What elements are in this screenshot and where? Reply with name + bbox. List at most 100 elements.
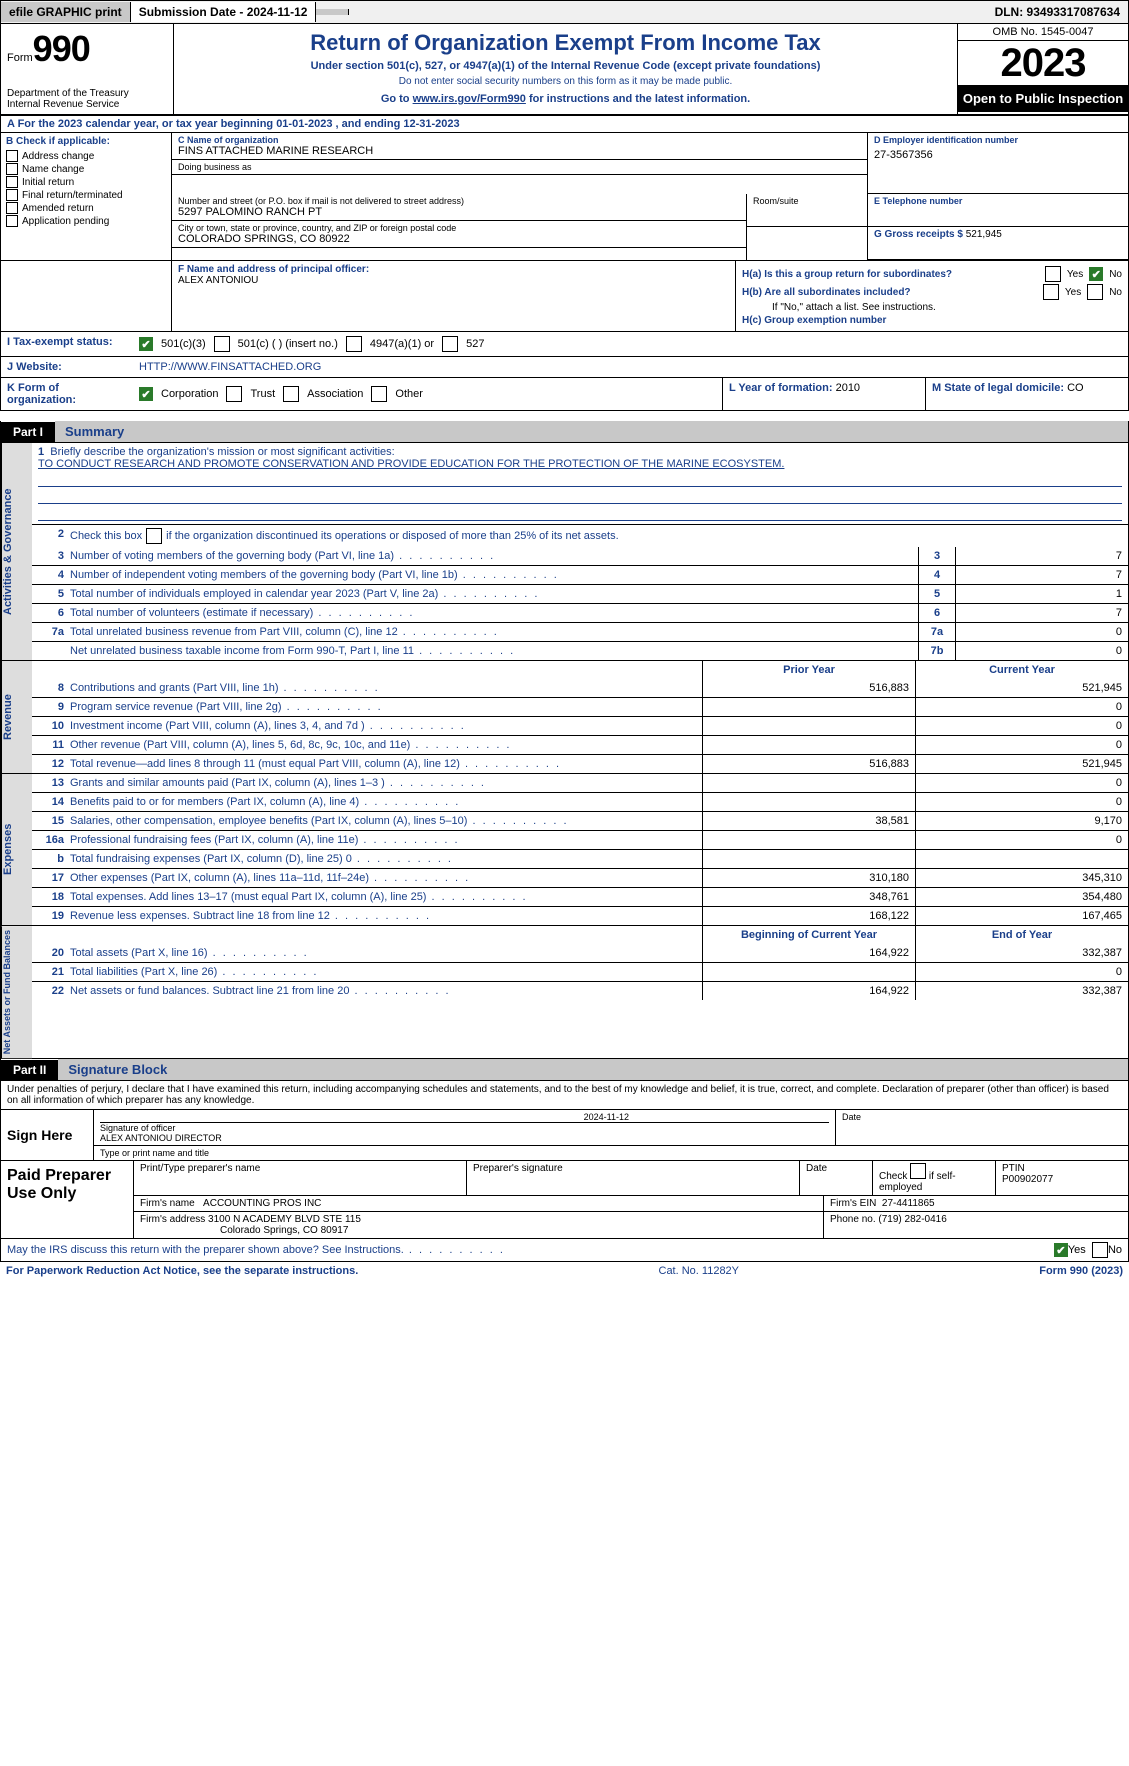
ha-yes[interactable] (1045, 266, 1061, 282)
open-public-badge: Open to Public Inspection (958, 85, 1128, 112)
chk-name-change[interactable]: Name change (6, 163, 166, 175)
sig-date-cell: Date (836, 1110, 1128, 1145)
rev-row: 11Other revenue (Part VIII, column (A), … (32, 735, 1128, 754)
gov-row: 4Number of independent voting members of… (32, 565, 1128, 584)
exp-tab: Expenses (1, 774, 32, 925)
year-cell: OMB No. 1545-0047 2023 Open to Public In… (957, 24, 1128, 114)
ha-no-checked[interactable]: ✔ (1089, 267, 1103, 281)
firm-phone-cell: Phone no. (719) 282-0416 (824, 1212, 1128, 1238)
gov-tab: Activities & Governance (1, 443, 32, 660)
form-header: Form990 Department of the Treasury Inter… (0, 24, 1129, 116)
klm-row: K Form of organization: ✔Corporation Tru… (0, 378, 1129, 411)
form-title-cell: Return of Organization Exempt From Incom… (174, 24, 957, 114)
exp-row: 16aProfessional fundraising fees (Part I… (32, 830, 1128, 849)
sign-here-label: Sign Here (1, 1110, 94, 1160)
discuss-yes-checked[interactable]: ✔ (1054, 1243, 1068, 1257)
chk-initial-return[interactable]: Initial return (6, 176, 166, 188)
line2-chk[interactable] (146, 528, 162, 544)
rev-section: Revenue b Prior Year Current Year 8Contr… (0, 661, 1129, 774)
signature-block: Under penalties of perjury, I declare th… (0, 1081, 1129, 1239)
discuss-text: May the IRS discuss this return with the… (7, 1244, 1054, 1256)
k-corp-checked[interactable]: ✔ (139, 387, 153, 401)
part1-header: Part I Summary (0, 421, 1129, 443)
exp-row: bTotal fundraising expenses (Part IX, co… (32, 849, 1128, 868)
footer-line: For Paperwork Reduction Act Notice, see … (0, 1262, 1129, 1280)
gov-row: 3Number of voting members of the governi… (32, 547, 1128, 565)
i-label: I Tax-exempt status: (1, 332, 133, 356)
i-row: I Tax-exempt status: ✔501(c)(3) 501(c) (… (0, 332, 1129, 357)
paperwork-notice: For Paperwork Reduction Act Notice, see … (6, 1265, 358, 1277)
rev-row: 12Total revenue—add lines 8 through 11 (… (32, 754, 1128, 773)
c-city-cell: City or town, state or province, country… (172, 221, 746, 248)
current-year-header: Current Year (915, 661, 1128, 679)
a-tax-year-line: A For the 2023 calendar year, or tax yea… (0, 116, 1129, 133)
form-subtitle: Under section 501(c), 527, or 4947(a)(1)… (178, 60, 953, 72)
goto-text: Go to www.irs.gov/Form990 for instructio… (178, 93, 953, 105)
submission-date: Submission Date - 2024-11-12 (131, 2, 317, 22)
exp-row: 17Other expenses (Part IX, column (A), l… (32, 868, 1128, 887)
k-assoc[interactable] (283, 386, 299, 402)
penalty-text: Under penalties of perjury, I declare th… (1, 1081, 1128, 1109)
c-name-cell: C Name of organization FINS ATTACHED MAR… (172, 133, 867, 160)
gov-row: 7aTotal unrelated business revenue from … (32, 622, 1128, 641)
b-checkboxes: B Check if applicable: Address change Na… (1, 133, 172, 260)
c-street-cell: Number and street (or P.O. box if mail i… (172, 194, 746, 221)
chk-app-pending[interactable]: Application pending (6, 215, 166, 227)
department-text: Department of the Treasury Internal Reve… (7, 88, 167, 110)
chk-amended[interactable]: Amended return (6, 202, 166, 214)
k-other[interactable] (371, 386, 387, 402)
dln-text: DLN: 93493317087634 (987, 2, 1128, 22)
i-527[interactable] (442, 336, 458, 352)
firm-addr-cell: Firm's address 3100 N ACADEMY BLVD STE 1… (134, 1212, 824, 1238)
tax-year: 2023 (958, 41, 1128, 85)
k-label: K Form of organization: (1, 378, 133, 410)
f-officer-cell: F Name and address of principal officer:… (172, 261, 736, 331)
form-footer: Form 990 (2023) (1039, 1265, 1123, 1277)
discuss-no[interactable] (1092, 1242, 1108, 1258)
net-row: 20Total assets (Part X, line 16)164,9223… (32, 944, 1128, 962)
i-501c[interactable] (214, 336, 230, 352)
part2-title: Signature Block (58, 1059, 1128, 1080)
end-year-header: End of Year (915, 926, 1128, 944)
d-ein-cell: D Employer identification number 27-3567… (868, 133, 1128, 194)
self-emp-cell: Check if self-employed (873, 1161, 996, 1195)
mission-block: 1 Briefly describe the organization's mi… (32, 443, 1128, 524)
i-501c3-checked[interactable]: ✔ (139, 337, 153, 351)
part2-header: Part II Signature Block (0, 1059, 1129, 1081)
k-trust[interactable] (226, 386, 242, 402)
net-section: Net Assets or Fund Balances Beginning of… (0, 926, 1129, 1059)
chk-final-return[interactable]: Final return/terminated (6, 189, 166, 201)
m-cell: M State of legal domicile: CO (925, 378, 1128, 410)
exp-row: 15Salaries, other compensation, employee… (32, 811, 1128, 830)
l-cell: L Year of formation: 2010 (722, 378, 925, 410)
self-emp-chk[interactable] (910, 1163, 926, 1179)
i-4947[interactable] (346, 336, 362, 352)
form-number-cell: Form990 Department of the Treasury Inter… (1, 24, 174, 114)
irs-link[interactable]: www.irs.gov/Form990 (413, 93, 526, 105)
hb-no[interactable] (1087, 284, 1103, 300)
top-toolbar: efile GRAPHIC print Submission Date - 20… (0, 0, 1129, 24)
prior-year-header: Prior Year (702, 661, 915, 679)
j-row: J Website: HTTP://WWW.FINSATTACHED.ORG (0, 357, 1129, 378)
dropdown-blank[interactable] (316, 9, 349, 15)
part1-title: Summary (55, 421, 1128, 442)
rev-row: 10Investment income (Part VIII, column (… (32, 716, 1128, 735)
hb-yes[interactable] (1043, 284, 1059, 300)
part2-tag: Part II (1, 1060, 58, 1080)
h-group-cell: H(a) Is this a group return for subordin… (736, 261, 1128, 331)
c-dba-cell: Doing business as (172, 160, 867, 175)
website-link[interactable]: HTTP://WWW.FINSATTACHED.ORG (139, 361, 321, 373)
net-row: 22Net assets or fund balances. Subtract … (32, 981, 1128, 1000)
efile-button[interactable]: efile GRAPHIC print (1, 2, 131, 22)
paid-preparer-label: Paid Preparer Use Only (1, 1161, 134, 1238)
identity-block: B Check if applicable: Address change Na… (0, 133, 1129, 261)
gov-section: Activities & Governance 1 Briefly descri… (0, 443, 1129, 661)
hb-note: If "No," attach a list. See instructions… (742, 302, 1122, 313)
rev-row: 9Program service revenue (Part VIII, lin… (32, 697, 1128, 716)
beg-year-header: Beginning of Current Year (702, 926, 915, 944)
form-990-number: 990 (33, 28, 90, 69)
prep-name-cell: Print/Type preparer's name (134, 1161, 467, 1195)
cat-no: Cat. No. 11282Y (358, 1265, 1039, 1277)
type-name-label: Type or print name and title (94, 1146, 1128, 1160)
chk-address-change[interactable]: Address change (6, 150, 166, 162)
